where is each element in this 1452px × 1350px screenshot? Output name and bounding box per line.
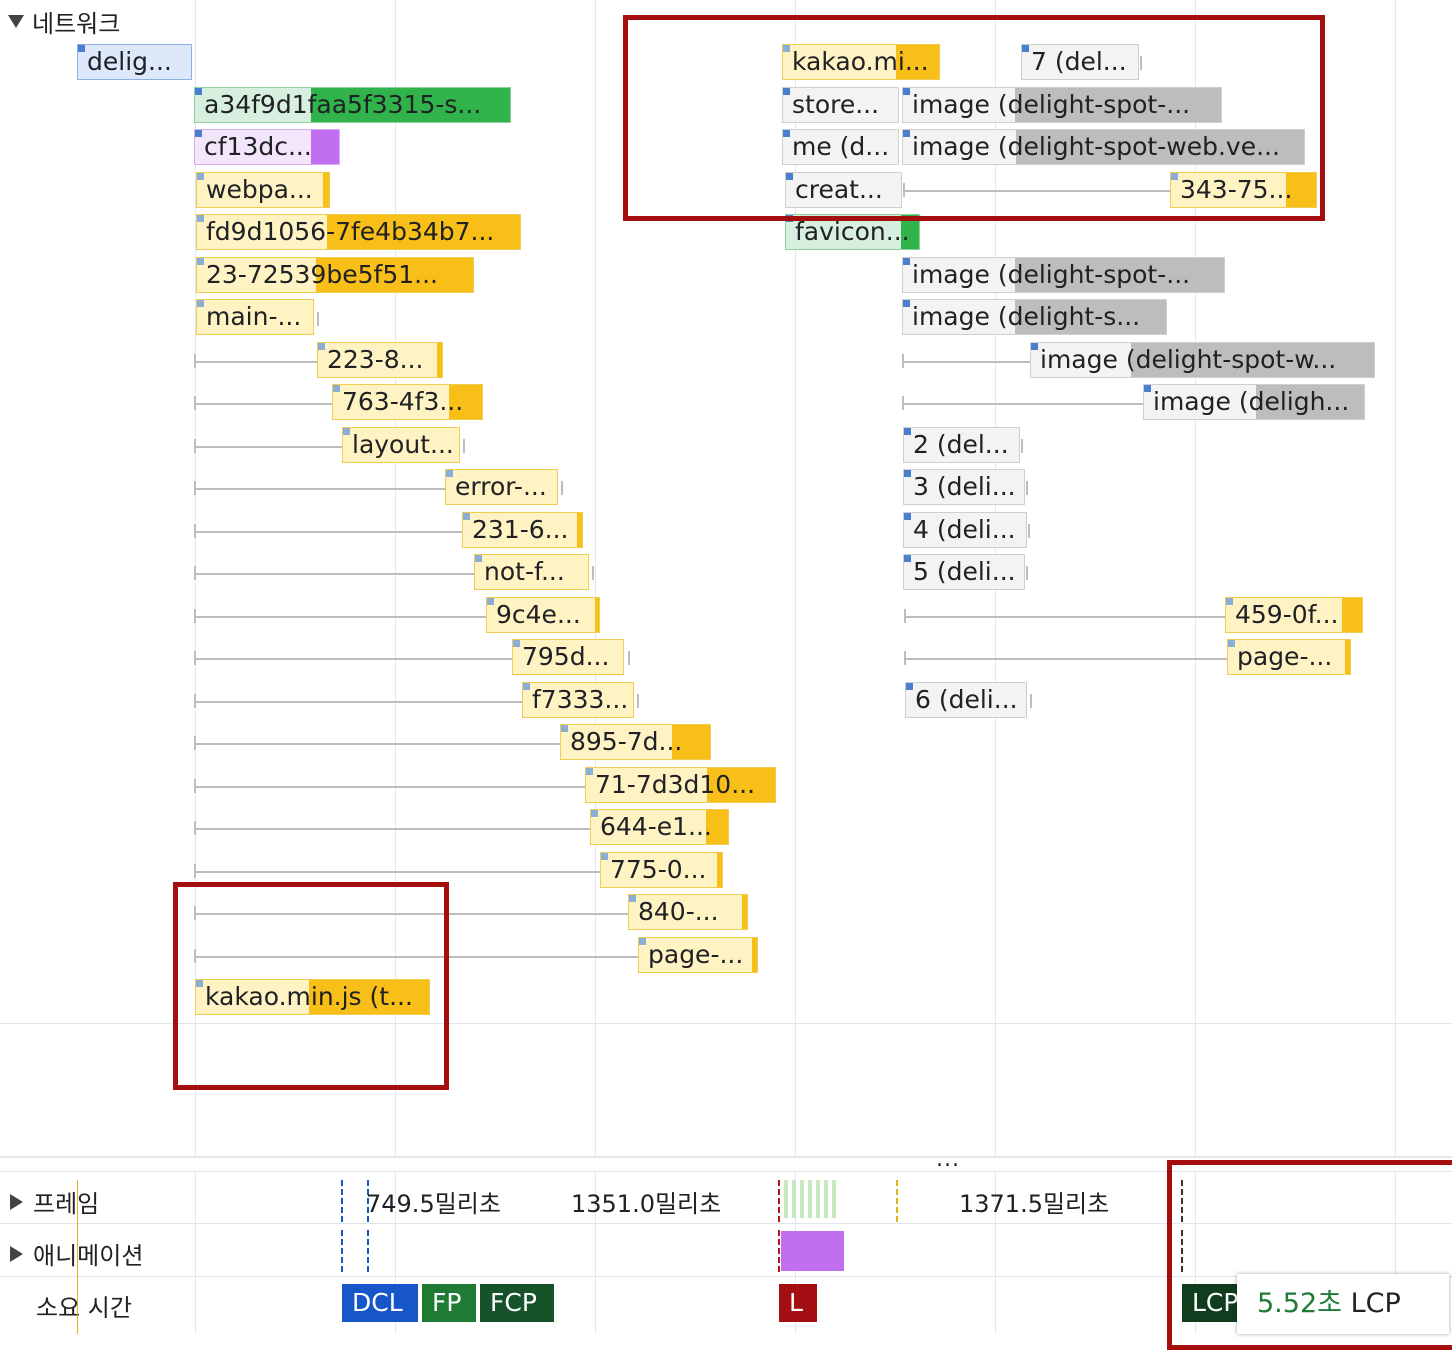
request-bar[interactable]: image (delight-spot-... [902,257,1225,293]
request-bar[interactable]: image (delight-spot-... [902,87,1222,123]
request-bar[interactable]: fd9d1056-7fe4b34b7... [196,214,521,250]
request-bar[interactable]: 9c4e... [486,597,600,633]
frames-track-header[interactable]: 프레임 [10,1184,99,1219]
resize-handle[interactable]: ... [936,1147,960,1172]
request-bar[interactable]: store... [782,87,899,123]
network-track-label: 네트워크 [32,10,121,38]
request-bar[interactable]: webpa... [196,172,330,208]
request-bar[interactable]: 895-7d... [560,724,711,760]
request-bar[interactable]: image (delight-spot-web.ve... [902,129,1305,165]
fp-marker[interactable]: FP [422,1284,476,1322]
request-bar[interactable]: 795d... [512,639,624,675]
animation-block[interactable] [781,1231,844,1271]
frames-track-label: 프레임 [33,1190,100,1218]
request-bar[interactable]: 6 (deli... [905,682,1027,718]
timings-track-label: 소요 시간 [36,1294,132,1322]
expand-triangle-icon[interactable] [8,15,24,28]
request-bar[interactable]: page-... [638,937,758,973]
request-bar[interactable]: 231-6... [462,512,583,548]
frame-time[interactable]: 1351.0밀리초 [571,1190,722,1218]
lcp-tooltip: 5.52초 LCP [1237,1274,1449,1334]
request-bar[interactable]: 775-0... [600,852,723,888]
request-bar[interactable]: a34f9d1faa5f3315-s... [194,87,511,123]
request-bar[interactable]: 7 (del... [1021,44,1139,80]
request-bar[interactable]: creat... [785,172,902,208]
animations-track-label: 애니메이션 [33,1242,144,1270]
request-bar[interactable]: cf13dc... [194,129,340,165]
lcp-marker[interactable]: LCP [1182,1284,1242,1322]
highlight-box [623,15,1325,221]
request-bar[interactable]: 2 (del... [903,427,1020,463]
request-bar[interactable]: 71-7d3d10... [585,767,776,803]
request-bar[interactable]: f7333... [522,682,634,718]
l-marker[interactable]: L [779,1284,817,1322]
request-bar[interactable]: 3 (deli... [903,469,1025,505]
highlight-box [173,882,449,1090]
request-bar[interactable]: me (d... [782,129,899,165]
request-bar[interactable]: not-f... [474,554,589,590]
request-bar[interactable]: error-... [445,469,558,505]
timings-track-header: 소요 시간 [36,1288,132,1323]
request-bar[interactable]: 23-72539be5f51... [196,257,474,293]
network-track-header[interactable]: 네트워크 [8,4,120,39]
request-bar[interactable]: kakao.min.js (t... [195,979,430,1015]
request-bar[interactable]: delig... [77,44,192,80]
request-bar[interactable]: 763-4f3... [332,384,483,420]
animations-track-header[interactable]: 애니메이션 [10,1236,143,1271]
frame-time[interactable]: 749.5밀리초 [366,1190,501,1218]
request-bar[interactable]: 343-75... [1170,172,1317,208]
request-bar[interactable]: 459-0f... [1225,597,1363,633]
frame-time[interactable]: 1371.5밀리초 [959,1190,1110,1218]
request-bar[interactable]: 5 (deli... [903,554,1025,590]
lcp-tooltip-value: 5.52초 [1257,1288,1342,1319]
request-bar[interactable]: 840-... [628,894,748,930]
request-bar[interactable]: image (delight-s... [902,299,1167,335]
request-bar[interactable]: layout... [342,427,460,463]
lcp-tooltip-label: LCP [1350,1288,1401,1319]
dcl-marker[interactable]: DCL [342,1284,418,1322]
expand-triangle-icon[interactable] [10,1245,23,1262]
highlight-box [1167,1160,1452,1350]
request-bar[interactable]: 223-8... [317,342,443,378]
request-bar[interactable]: image (delight-spot-w... [1030,342,1375,378]
expand-triangle-icon[interactable] [10,1193,23,1210]
request-bar[interactable]: 4 (deli... [903,512,1027,548]
request-bar[interactable]: 644-e1... [590,809,729,845]
request-bar[interactable]: kakao.mi... [782,44,940,80]
request-bar[interactable]: page-... [1227,639,1351,675]
fcp-marker[interactable]: FCP [480,1284,554,1322]
request-bar[interactable]: image (deligh... [1143,384,1365,420]
request-bar[interactable]: main-... [196,299,314,335]
